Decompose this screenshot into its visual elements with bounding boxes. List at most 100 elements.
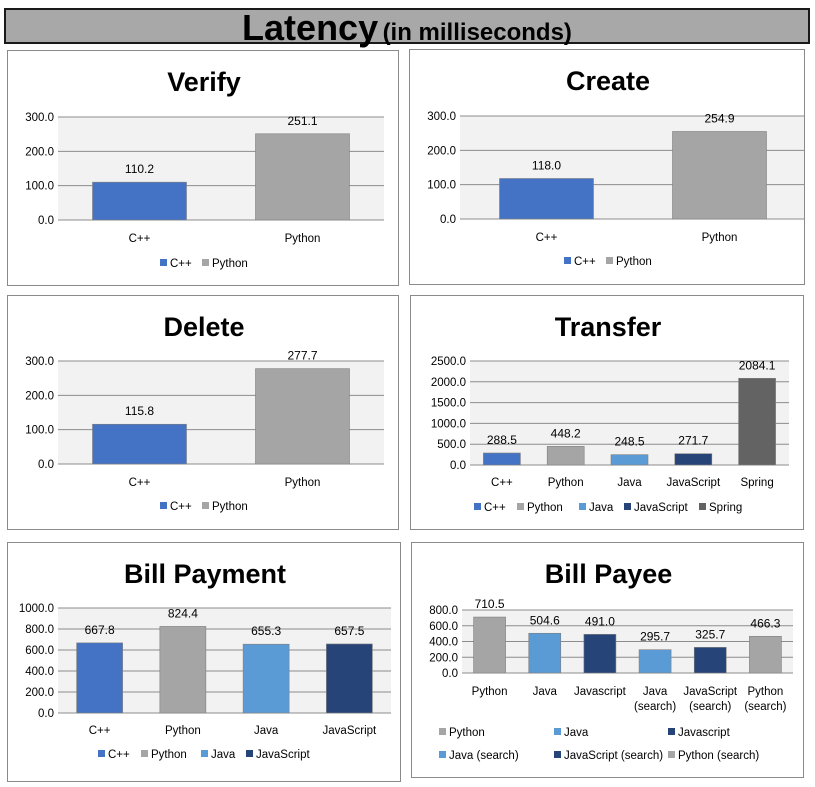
bar-cpp [92,181,187,221]
y-tick-label: 100.0 [427,180,456,192]
chart-panel-delete: Delete 0.0 100.0 200.0 300.0 115.8 C++ 277.7 Pyt… [7,295,399,530]
legend-swatch [439,728,446,735]
x-tick-label: C++ [491,477,513,489]
x-tick-label: Python [472,686,508,698]
data-label: 491.0 [585,614,615,628]
legend-swatch [668,751,675,758]
data-label: 657.5 [334,624,364,638]
bar-cpp [483,452,521,466]
x-tick-label: C++ [129,233,151,245]
bar-cpp [499,178,594,220]
bar-java [610,454,649,466]
chart-panel-bill-payment: Bill Payment 0.0 200.0 400.0 600.0 800.0 1000.… [7,542,401,782]
legend-entry: Python [616,256,652,268]
x-tick-label: Java (search) [634,686,676,713]
data-label: 655.3 [251,624,281,638]
legend-swatch [579,503,586,510]
bar-cpp [76,642,123,714]
y-tick-label: 200.0 [25,390,54,402]
bar-spring [738,378,776,466]
bar-javascript [674,453,713,466]
bar-java [528,632,562,674]
y-tick-label: 600.0 [25,645,54,657]
bill-payment-chart: Bill Payment 0.0 200.0 400.0 600.0 800.0 1000.… [19,559,391,761]
x-tick-label: Python [702,232,738,244]
y-tick-label: 300.0 [25,112,54,124]
data-label: 110.2 [125,162,154,176]
x-tick-label: Spring [740,477,773,489]
chart-panel-bill-payee: Bill Payee 0.0 200.0 400.0 600.0 800.0 710.5 Py… [411,542,804,778]
legend-entry: Java [589,502,614,514]
legend-swatch [439,751,446,758]
legend-swatch [201,750,208,757]
legend-swatch [699,503,706,510]
bar-python [672,131,767,220]
legend-entry: C++ [108,749,130,761]
y-tick-label: 400.0 [25,666,54,678]
y-tick-label: 100.0 [25,425,54,437]
bar-java [242,643,290,714]
legend-swatch [517,503,524,510]
x-tick-label: Java [254,725,279,737]
x-tick-label: Python [285,477,321,489]
y-tick-label: 1000.0 [19,603,54,615]
x-tick-label: Python [165,725,201,737]
y-tick-label: 400.0 [429,637,458,649]
legend-swatch [554,728,561,735]
data-label: 118.0 [532,158,561,172]
data-label: 325.7 [695,627,725,641]
chart-panel-transfer: Transfer 0.0 500.0 1000.0 1500.0 2000.0 2500.0… [410,295,804,530]
page-title: Latency [242,7,379,48]
legend-swatch [554,751,561,758]
y-tick-label: 500.0 [437,439,466,451]
chart-title: Verify [167,67,241,97]
legend-swatch [160,502,167,509]
y-tick-label: 1500.0 [431,398,466,410]
verify-chart: Verify 0.0 100.0 200.0 300.0 110.2 C++ 251.1 Pyt… [25,67,384,270]
data-label: 824.4 [168,606,198,620]
legend-entry: Javascript [678,727,731,739]
bar-python-search [749,635,782,674]
legend-entry: Python [212,501,248,513]
legend-swatch [202,502,209,509]
y-tick-label: 0.0 [450,460,466,472]
legend-entry: JavaScript (search) [564,750,663,762]
data-label: 2084.1 [739,358,776,372]
x-tick-label: Python [285,233,321,245]
x-tick-label: JavaScript [666,477,720,489]
legend-entry: Java [564,727,589,739]
y-tick-label: 300.0 [25,356,54,368]
legend-entry: C++ [484,502,506,514]
legend-entry: C++ [170,501,192,513]
y-tick-label: 2000.0 [431,377,466,389]
legend-swatch [564,257,571,264]
plot-area [470,361,789,465]
y-tick-label: 300.0 [427,111,456,123]
bar-java-search [638,649,672,674]
data-label: 251.1 [287,114,317,128]
data-label: 504.6 [530,613,560,627]
bar-python [546,446,585,466]
y-tick-label: 1000.0 [431,418,466,430]
legend-entry: C++ [574,256,596,268]
y-tick-label: 800.0 [25,624,54,636]
y-tick-label: 2500.0 [431,356,466,368]
chart-title: Create [566,66,650,96]
legend-swatch [606,257,613,264]
delete-chart: Delete 0.0 100.0 200.0 300.0 115.8 C++ 277.7 Pyt… [25,312,384,513]
bar-javascript [583,634,617,674]
page-subtitle: (in milliseconds) [382,19,572,46]
bar-javascript [326,643,373,714]
legend-swatch [141,750,148,757]
data-label: 288.5 [487,433,517,447]
data-label: 710.5 [475,597,505,611]
x-tick-label: Javascript [574,686,627,698]
y-tick-label: 200.0 [427,145,456,157]
data-label: 277.7 [287,349,317,363]
x-tick-label: Java [533,686,558,698]
bill-payee-chart: Bill Payee 0.0 200.0 400.0 600.0 800.0 710.5 Py… [429,559,793,762]
x-tick-label: Java [617,477,642,489]
bar-python [255,133,350,221]
y-tick-label: 200.0 [429,652,458,664]
bar-javascript-search [693,647,727,674]
